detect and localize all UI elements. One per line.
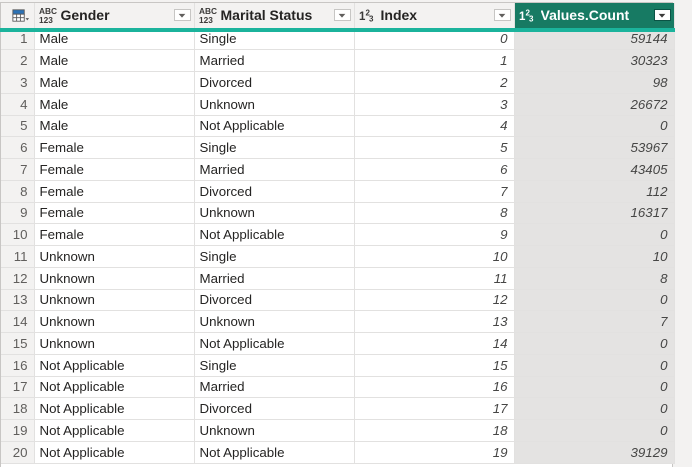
svg-text:3: 3 [369, 15, 374, 24]
svg-text:123: 123 [39, 15, 53, 25]
svg-text:123: 123 [199, 15, 213, 25]
svg-text:3: 3 [529, 15, 534, 24]
